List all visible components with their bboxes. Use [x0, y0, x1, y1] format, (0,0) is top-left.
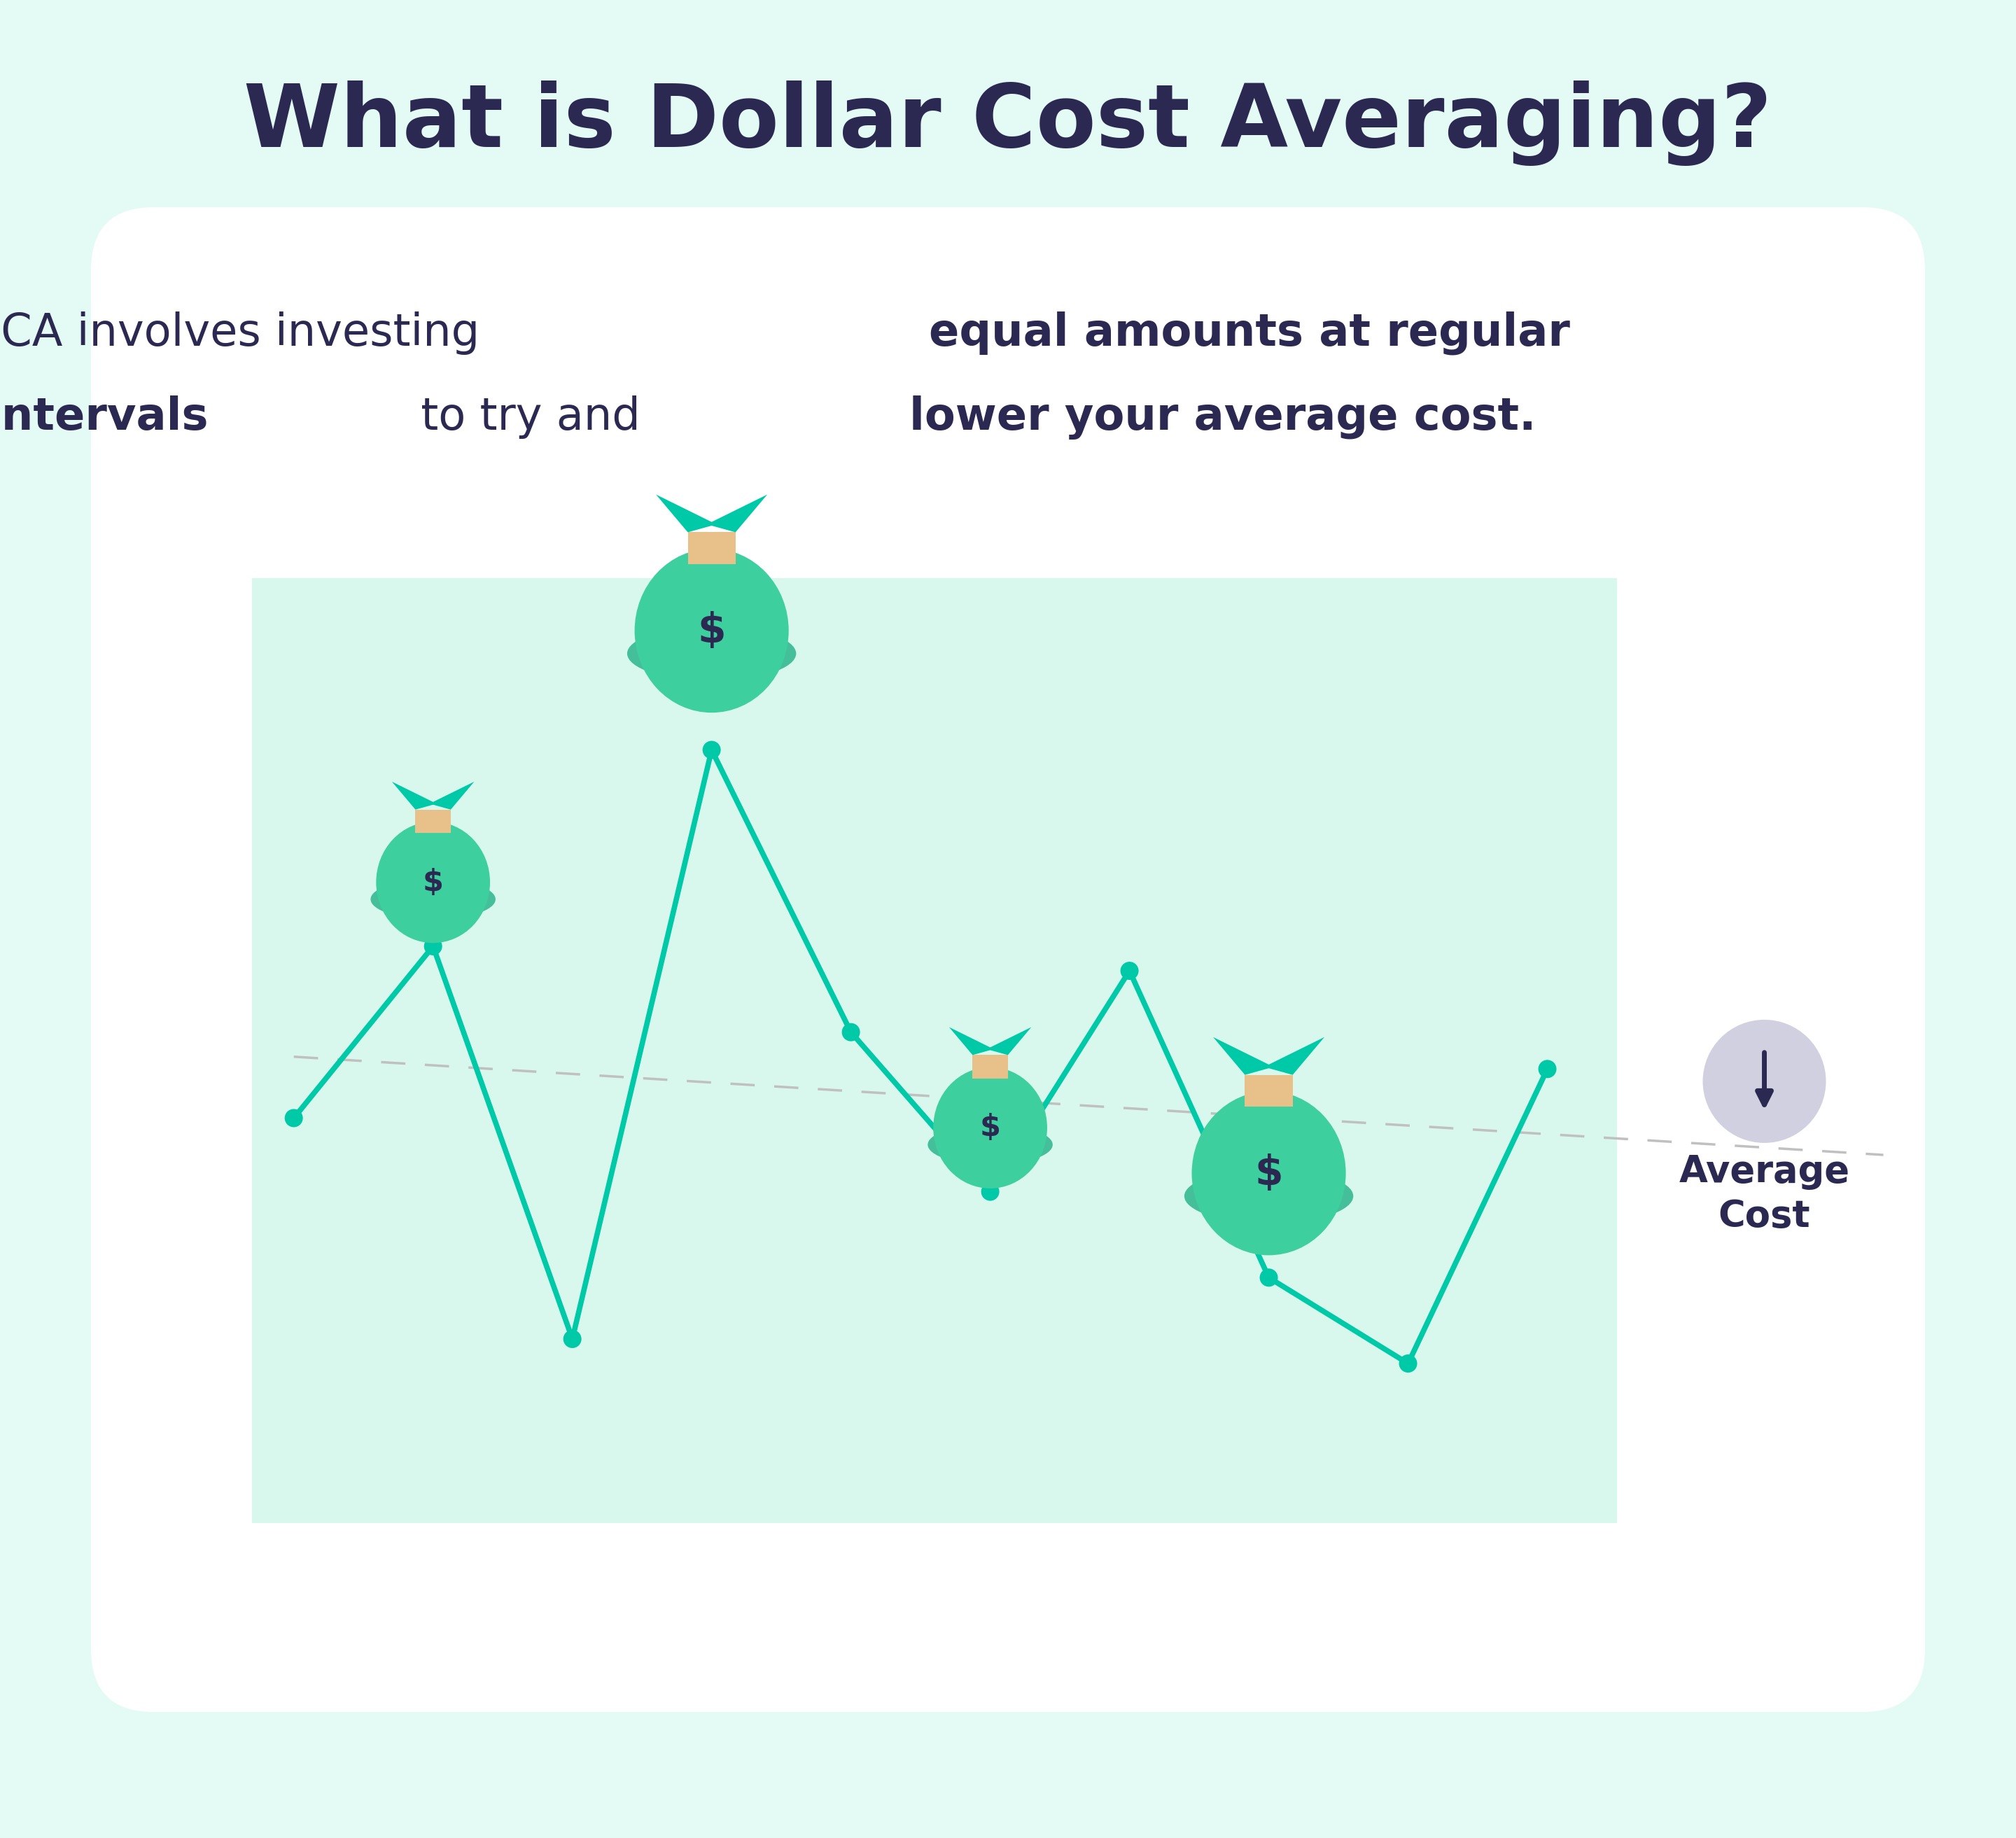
Polygon shape — [1214, 1037, 1274, 1075]
Ellipse shape — [927, 1125, 1052, 1165]
Polygon shape — [429, 781, 474, 809]
Point — [974, 1176, 1006, 1206]
FancyBboxPatch shape — [1246, 1075, 1292, 1106]
FancyBboxPatch shape — [415, 809, 452, 833]
Polygon shape — [950, 1027, 994, 1055]
Text: intervals: intervals — [0, 395, 210, 439]
Point — [1532, 1055, 1564, 1084]
Text: $: $ — [980, 1114, 1000, 1143]
Text: What is Dollar Cost Averaging?: What is Dollar Cost Averaging? — [244, 81, 1772, 165]
Text: DCA involves investing: DCA involves investing — [0, 311, 494, 355]
Ellipse shape — [371, 879, 496, 919]
Ellipse shape — [635, 550, 788, 713]
FancyBboxPatch shape — [91, 208, 1925, 1711]
FancyBboxPatch shape — [687, 533, 736, 564]
Polygon shape — [986, 1027, 1032, 1055]
Point — [1391, 1349, 1423, 1378]
Ellipse shape — [377, 822, 490, 943]
Point — [835, 1018, 867, 1048]
Point — [556, 1323, 589, 1353]
Polygon shape — [708, 494, 768, 533]
Text: Average
Cost: Average Cost — [1679, 1154, 1851, 1235]
Point — [1252, 1263, 1284, 1292]
Point — [1113, 956, 1145, 985]
Polygon shape — [391, 781, 437, 809]
Ellipse shape — [1183, 1169, 1353, 1224]
Point — [278, 1103, 310, 1132]
Polygon shape — [655, 494, 716, 533]
FancyBboxPatch shape — [972, 1055, 1008, 1079]
Text: $: $ — [698, 610, 726, 651]
Text: lower your average cost.: lower your average cost. — [909, 395, 1536, 439]
Ellipse shape — [933, 1068, 1046, 1189]
Point — [417, 932, 450, 961]
Ellipse shape — [627, 627, 796, 680]
Text: $: $ — [1254, 1152, 1282, 1193]
Point — [696, 735, 728, 765]
Ellipse shape — [1191, 1092, 1347, 1255]
Polygon shape — [1264, 1037, 1325, 1075]
Text: to try and: to try and — [407, 395, 655, 439]
Text: equal amounts at regular: equal amounts at regular — [929, 311, 1570, 355]
FancyBboxPatch shape — [252, 579, 1617, 1524]
Circle shape — [1704, 1020, 1826, 1143]
Text: $: $ — [423, 868, 444, 897]
